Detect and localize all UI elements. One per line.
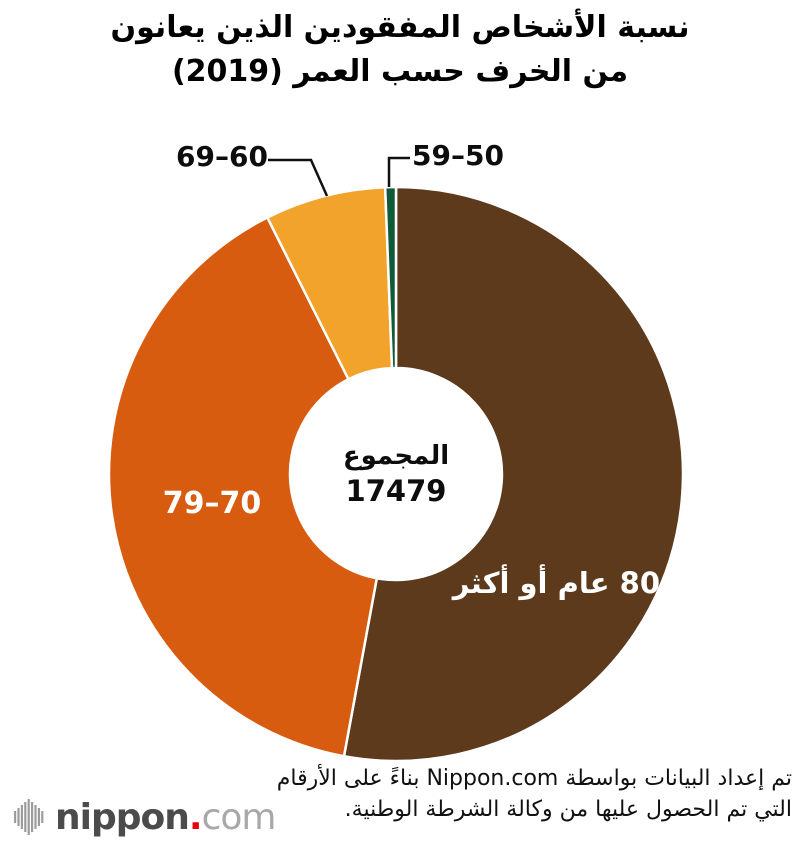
slice-age-80-plus	[342, 185, 685, 763]
leader-line-60-69	[268, 158, 329, 197]
source-note-line1: تم إعداد البيانات بواسطة Nippon.com بناء…	[276, 766, 792, 791]
label-age-70-79: 79–70	[162, 486, 262, 521]
page-title-line2: من الخرف حسب العمر (2019)	[171, 53, 629, 89]
source-note-line2: التي تم الحصول عليها من وكالة الشرطة الو…	[344, 796, 792, 822]
page-title: نسبة الأشخاص المفقودين الذين يعانون من ا…	[0, 6, 800, 93]
page-title-line1: نسبة الأشخاص المفقودين الذين يعانون	[110, 10, 690, 45]
slice-age-50-59	[383, 185, 398, 370]
donut-center-label: المجموع 17479	[296, 441, 496, 509]
logo-nippon-text: nippon	[55, 796, 190, 838]
logo-com-text: com	[201, 796, 277, 838]
total-value: 17479	[345, 474, 447, 509]
donut-slices	[107, 185, 685, 763]
soundwave-icon	[14, 799, 44, 835]
source-note: تم إعداد البيانات بواسطة Nippon.com بناء…	[277, 764, 792, 826]
leader-line-50-59	[387, 156, 410, 187]
total-label: المجموع	[342, 441, 450, 471]
logo-dot: .	[188, 796, 203, 838]
label-age-60-69: 69–60	[176, 140, 268, 173]
nippon-logo: nippon.com	[14, 796, 277, 838]
logo-wordmark: nippon.com	[55, 796, 277, 838]
slice-age-70-79	[107, 216, 379, 758]
label-age-80-plus: 80 عام أو أكثر	[452, 566, 660, 600]
label-age-50-59: 59–50	[412, 139, 504, 172]
